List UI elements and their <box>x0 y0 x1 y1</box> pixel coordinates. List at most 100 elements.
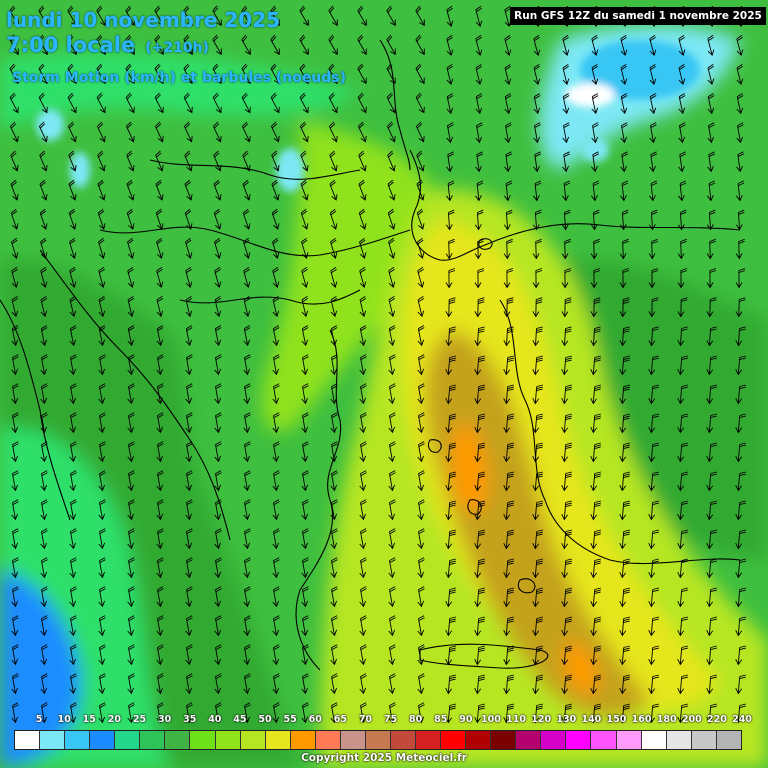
wind-barb <box>301 296 309 318</box>
wind-barb <box>127 557 135 579</box>
wind-barb <box>214 441 222 463</box>
wind-barb <box>619 674 631 695</box>
wind-barb <box>185 266 193 289</box>
wind-barb <box>415 34 425 56</box>
wind-barb <box>330 586 338 608</box>
wind-barb <box>561 558 573 579</box>
wind-barb <box>40 557 48 579</box>
wind-barb <box>445 326 456 347</box>
wind-barb <box>445 471 457 492</box>
wind-barb <box>9 34 19 56</box>
wind-barb <box>648 587 660 608</box>
wind-barb <box>357 63 367 85</box>
wind-barb <box>241 5 251 27</box>
wind-barb <box>706 500 718 521</box>
wind-barb <box>214 586 222 608</box>
wind-barb <box>735 703 747 724</box>
wind-barb <box>156 237 164 259</box>
wind-barb <box>126 179 135 201</box>
wind-barb <box>214 528 222 550</box>
wind-barb <box>69 412 77 434</box>
wind-barb <box>39 208 48 230</box>
wind-barb <box>446 34 454 57</box>
wind-barb <box>11 644 19 666</box>
wind-barb <box>387 150 396 172</box>
wind-barb <box>185 470 193 492</box>
wind-barb <box>243 412 251 434</box>
legend-swatch <box>190 731 216 749</box>
coast-island-2 <box>517 578 536 594</box>
wind-barb <box>329 179 338 201</box>
wind-barb <box>474 529 486 550</box>
wind-barb <box>328 34 338 56</box>
legend-label: 25 <box>132 714 147 725</box>
wind-barb <box>301 702 309 724</box>
wind-barb <box>388 586 396 608</box>
wind-barb <box>417 325 425 347</box>
wind-barb <box>98 325 106 347</box>
wind-barb <box>299 63 309 85</box>
wind-barb <box>301 673 309 695</box>
wind-barb <box>735 413 747 434</box>
wind-barb <box>214 557 222 579</box>
wind-barb <box>386 34 396 56</box>
wind-barb <box>532 384 544 405</box>
wind-barb <box>98 470 106 492</box>
wind-barb <box>735 326 746 347</box>
wind-barb <box>504 5 512 28</box>
wind-barb <box>98 528 106 550</box>
wind-barb <box>126 208 135 230</box>
wind-barb <box>649 122 657 144</box>
wind-barb <box>649 93 657 115</box>
wind-barb <box>69 615 77 637</box>
wind-barb <box>358 150 367 172</box>
field-orange-south <box>564 640 598 694</box>
wind-barb <box>503 413 515 434</box>
wind-barb <box>185 237 193 259</box>
wind-barb <box>154 63 164 85</box>
wind-barb <box>648 500 660 521</box>
legend-swatch <box>140 731 166 749</box>
wind-barb <box>96 5 106 27</box>
wind-barb <box>214 383 222 405</box>
wind-barb <box>474 674 486 695</box>
wind-barb <box>561 442 573 463</box>
patch-northwest-2 <box>70 152 90 188</box>
patch-east-1 <box>581 138 609 162</box>
wind-barb <box>532 442 544 463</box>
wind-barb <box>590 355 602 376</box>
wind-barb <box>388 441 396 463</box>
wind-barb <box>9 92 19 114</box>
wind-barb <box>127 441 135 463</box>
wind-barb <box>417 499 425 521</box>
coast-adriatic <box>39 249 231 541</box>
wind-barb <box>301 266 309 289</box>
wind-barb <box>11 557 19 579</box>
legend-swatch <box>641 731 667 749</box>
wind-barb <box>214 644 222 666</box>
wind-barb <box>388 354 396 376</box>
wind-barb <box>504 93 512 115</box>
wind-barb <box>156 528 164 550</box>
wind-barb <box>330 470 338 492</box>
legend-swatch <box>65 731 91 749</box>
wind-barb <box>388 412 396 434</box>
wind-barb <box>735 645 747 666</box>
wind-barb <box>677 384 689 405</box>
wind-barb <box>156 470 164 492</box>
wind-barb <box>504 180 513 202</box>
wind-barb <box>11 673 19 695</box>
field-yellow-band <box>402 220 720 710</box>
wind-barb <box>561 616 573 637</box>
wind-barb <box>125 121 135 143</box>
wind-barb <box>299 121 309 143</box>
wind-barb <box>591 34 599 57</box>
wind-barb <box>329 208 338 230</box>
wind-barb <box>40 702 48 724</box>
legend-swatch <box>491 731 517 749</box>
wind-barb <box>67 34 77 56</box>
wind-barb <box>243 673 251 695</box>
wind-barb <box>736 180 745 202</box>
wind-barb <box>125 5 135 27</box>
wind-barb <box>96 92 106 114</box>
